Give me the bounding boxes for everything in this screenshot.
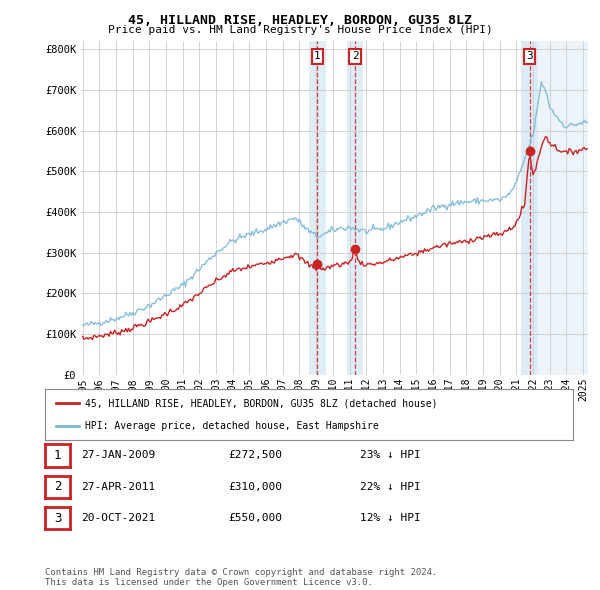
Text: HPI: Average price, detached house, East Hampshire: HPI: Average price, detached house, East…	[85, 421, 379, 431]
Text: 27-JAN-2009: 27-JAN-2009	[81, 451, 155, 460]
Text: Price paid vs. HM Land Registry's House Price Index (HPI): Price paid vs. HM Land Registry's House …	[107, 25, 493, 35]
Text: 45, HILLAND RISE, HEADLEY, BORDON, GU35 8LZ (detached house): 45, HILLAND RISE, HEADLEY, BORDON, GU35 …	[85, 398, 437, 408]
Text: £272,500: £272,500	[228, 451, 282, 460]
Bar	[521, 41, 538, 375]
Text: 22% ↓ HPI: 22% ↓ HPI	[360, 482, 421, 491]
Text: 3: 3	[54, 512, 61, 525]
Text: 2: 2	[352, 51, 358, 61]
Text: 20-OCT-2021: 20-OCT-2021	[81, 513, 155, 523]
Bar	[521, 41, 588, 375]
Text: £550,000: £550,000	[228, 513, 282, 523]
Text: Contains HM Land Registry data © Crown copyright and database right 2024.
This d: Contains HM Land Registry data © Crown c…	[45, 568, 437, 587]
Text: 1: 1	[314, 51, 321, 61]
Text: 12% ↓ HPI: 12% ↓ HPI	[360, 513, 421, 523]
Bar	[309, 41, 326, 375]
Text: 2: 2	[54, 480, 61, 493]
Text: 3: 3	[526, 51, 533, 61]
Text: 23% ↓ HPI: 23% ↓ HPI	[360, 451, 421, 460]
Bar	[347, 41, 364, 375]
Text: 27-APR-2011: 27-APR-2011	[81, 482, 155, 491]
Text: £310,000: £310,000	[228, 482, 282, 491]
Text: 45, HILLAND RISE, HEADLEY, BORDON, GU35 8LZ: 45, HILLAND RISE, HEADLEY, BORDON, GU35 …	[128, 14, 472, 27]
Text: 1: 1	[54, 449, 61, 462]
